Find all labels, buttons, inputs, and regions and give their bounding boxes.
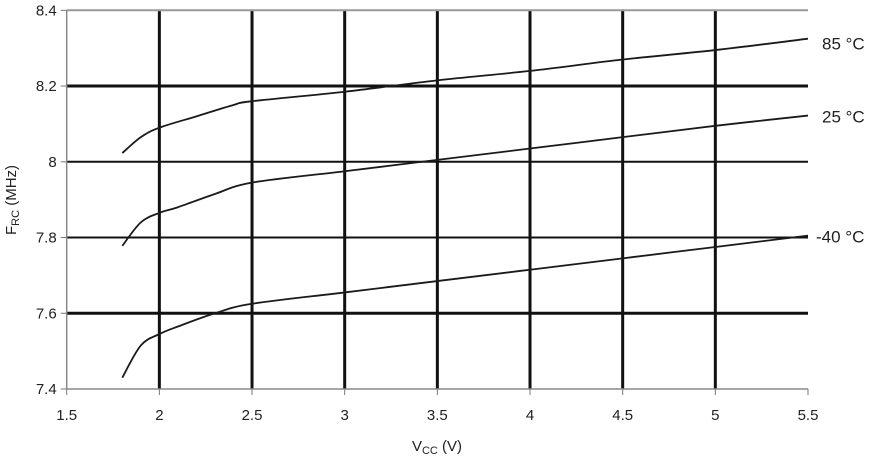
x-tick-label: 5 (711, 407, 719, 424)
x-tick-label: 3 (341, 407, 349, 424)
y-axis-label-unit: (MHz) (3, 165, 20, 210)
x-tick-label: 5.5 (798, 407, 819, 424)
y-tick-label: 7.4 (36, 381, 57, 398)
y-axis-label-main: F (3, 226, 20, 235)
x-tick-label: 2.5 (242, 407, 263, 424)
y-axis-label-sub: RC (10, 210, 22, 226)
x-tick-label: 1.5 (56, 407, 77, 424)
series-labels: 85 °C 25 °C -40 °C (816, 35, 865, 247)
x-tick-label: 4.5 (612, 407, 633, 424)
x-tick-labels: 1.5 2 2.5 3 3.5 4 4.5 5 5.5 (56, 407, 818, 424)
y-axis-label: FRC (MHz) (3, 165, 22, 235)
x-axis-label-main: V (412, 438, 422, 455)
series-label: 25 °C (822, 108, 865, 127)
series-line-2 (121, 234, 809, 379)
y-tick-labels: 7.4 7.6 7.8 8 8.2 8.4 (36, 2, 57, 398)
x-axis-label: VCC (V) (412, 438, 462, 457)
series-line-0 (121, 37, 809, 154)
x-tick-label: 3.5 (427, 407, 448, 424)
x-tick-label: 4 (526, 407, 534, 424)
y-tick-label: 8.2 (36, 78, 57, 95)
grid (66, 10, 808, 389)
y-tick-label: 7.6 (36, 305, 57, 322)
x-axis-label-sub: CC (422, 445, 438, 457)
series-label: -40 °C (816, 228, 864, 247)
series-lines (121, 37, 809, 379)
y-tick-label: 7.8 (36, 230, 57, 247)
axes (60, 9, 809, 395)
y-tick-label: 8.4 (36, 2, 57, 19)
series-line-1 (121, 114, 809, 247)
x-tick-label: 2 (155, 407, 163, 424)
series-label: 85 °C (822, 35, 865, 54)
y-tick-label: 8 (48, 154, 56, 171)
x-axis-label-unit: (V) (438, 438, 462, 455)
